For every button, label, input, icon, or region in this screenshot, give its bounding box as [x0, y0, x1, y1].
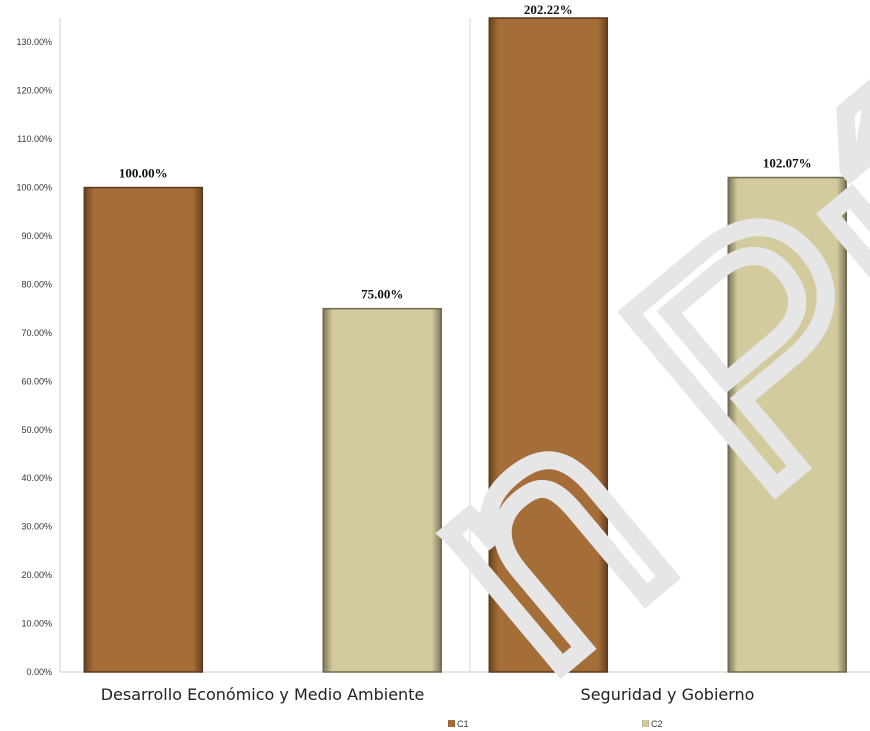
bar-c2-1: [322, 307, 442, 673]
y-tick-label: 40.00%: [21, 473, 52, 483]
legend-swatch-c2: [642, 720, 649, 727]
data-label-c2-2: 102.07%: [763, 156, 812, 171]
y-tick-label: 70.00%: [21, 328, 52, 338]
y-tick-label: 90.00%: [21, 231, 52, 241]
y-tick-label: 0.00%: [26, 667, 52, 677]
legend-label-c1: C1: [457, 719, 469, 729]
bar-c2-2: [727, 176, 847, 673]
y-tick-label: 60.00%: [21, 376, 52, 386]
category-label: Seguridad y Gobierno: [581, 685, 755, 704]
legend: C1 C2: [448, 719, 663, 729]
y-tick-label: 120.00%: [16, 86, 52, 96]
y-tick-label: 100.00%: [16, 183, 52, 193]
data-label-c1-1: 100.00%: [119, 166, 168, 181]
category-labels: Desarrollo Económico y Medio Ambiente Seg…: [101, 685, 755, 704]
data-labels: 100.00% 202.22% 75.00% 102.07%: [119, 2, 812, 302]
y-tick-label: 130.00%: [16, 37, 52, 47]
legend-label-c2: C2: [651, 719, 663, 729]
bar-c1-1: [83, 186, 204, 673]
data-label-c2-1: 75.00%: [361, 287, 403, 302]
category-label: Desarrollo Económico y Medio Ambiente: [101, 685, 425, 704]
y-tick-label: 80.00%: [21, 279, 52, 289]
y-tick-label: 10.00%: [21, 619, 52, 629]
y-tick-label: 110.00%: [17, 134, 52, 144]
plot-area: 0.00% 10.00% 20.00% 30.00% 40.00% 50.00% 60.00…: [16, 2, 870, 704]
bar-c1-2: [488, 17, 609, 673]
y-tick-label: 50.00%: [21, 425, 52, 435]
bars: [83, 17, 847, 673]
y-tick-label: 20.00%: [21, 570, 52, 580]
y-tick-label: 30.00%: [21, 522, 52, 532]
legend-swatch-c1: [448, 720, 455, 727]
data-label-c1-2: 202.22%: [524, 2, 573, 17]
y-tick-labels: 0.00% 10.00% 20.00% 30.00% 40.00% 50.00% 60.00…: [16, 37, 52, 677]
